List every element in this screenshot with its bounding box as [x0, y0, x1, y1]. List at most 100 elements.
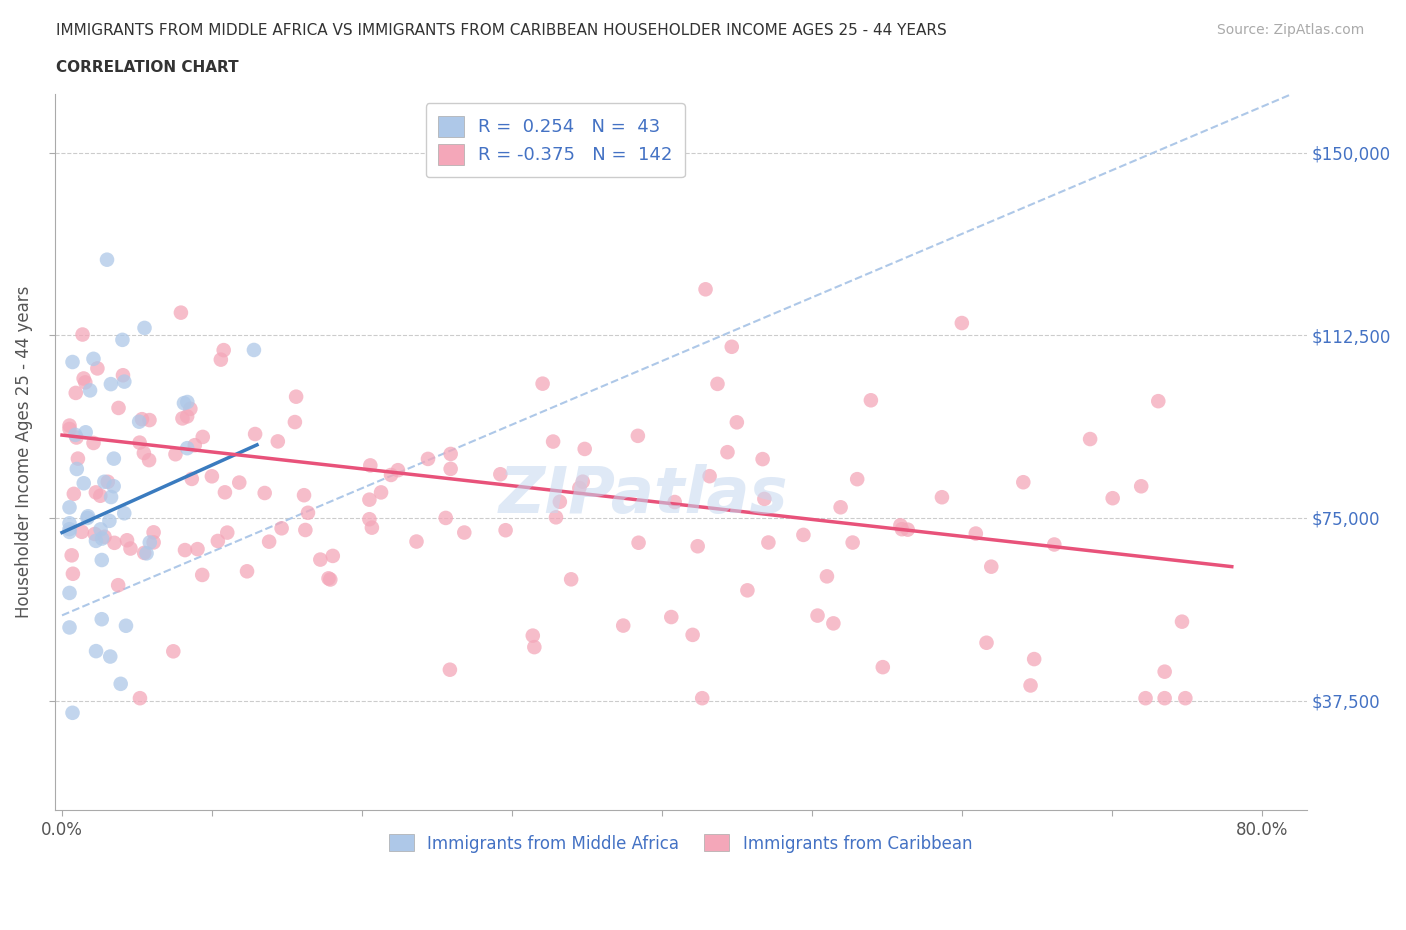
- Point: [100, 377, 122, 392]
- Point: [66, 461, 89, 476]
- Point: [170, 305, 193, 320]
- Point: [361, 520, 384, 535]
- Point: [79, 383, 101, 398]
- Point: [859, 392, 882, 407]
- Point: [1135, 691, 1157, 706]
- Point: [176, 441, 198, 456]
- Point: [180, 472, 202, 486]
- Point: [416, 451, 439, 466]
- Point: [318, 571, 340, 586]
- Point: [212, 342, 235, 357]
- Point: [96, 252, 118, 267]
- Point: [90, 612, 112, 627]
- Point: [453, 525, 475, 540]
- Point: [173, 396, 195, 411]
- Point: [128, 435, 150, 450]
- Point: [62, 566, 84, 581]
- Point: [93, 529, 115, 544]
- Point: [571, 474, 593, 489]
- Point: [165, 446, 187, 461]
- Point: [699, 469, 721, 484]
- Point: [872, 659, 894, 674]
- Point: [359, 492, 381, 507]
- Point: [107, 401, 129, 416]
- Point: [1078, 432, 1101, 446]
- Point: [1153, 664, 1175, 679]
- Point: [1174, 691, 1197, 706]
- Point: [191, 567, 214, 582]
- Point: [1043, 537, 1066, 551]
- Point: [89, 488, 111, 503]
- Point: [58, 586, 80, 601]
- Point: [758, 535, 780, 550]
- Point: [103, 479, 125, 494]
- Text: ZIPatlas: ZIPatlas: [498, 464, 787, 526]
- Point: [359, 458, 381, 472]
- Point: [93, 474, 115, 489]
- Point: [1171, 614, 1194, 629]
- Point: [91, 531, 114, 546]
- Point: [292, 487, 315, 502]
- Point: [359, 512, 381, 526]
- Point: [319, 572, 342, 587]
- Point: [1019, 678, 1042, 693]
- Point: [754, 491, 776, 506]
- Point: [792, 527, 814, 542]
- Point: [112, 374, 135, 389]
- Point: [98, 513, 121, 528]
- Point: [815, 569, 838, 584]
- Point: [112, 506, 135, 521]
- Point: [405, 534, 427, 549]
- Point: [267, 434, 290, 449]
- Point: [720, 339, 742, 354]
- Point: [387, 463, 409, 478]
- Point: [70, 525, 93, 539]
- Point: [83, 526, 105, 541]
- Point: [751, 452, 773, 467]
- Point: [73, 476, 96, 491]
- Point: [209, 352, 232, 367]
- Point: [716, 445, 738, 459]
- Point: [489, 467, 512, 482]
- Point: [531, 377, 554, 392]
- Point: [1153, 691, 1175, 706]
- Point: [270, 521, 292, 536]
- Point: [97, 474, 120, 489]
- Point: [439, 662, 461, 677]
- Point: [62, 705, 84, 720]
- Point: [75, 425, 97, 440]
- Point: [931, 490, 953, 505]
- Point: [706, 377, 728, 392]
- Point: [176, 394, 198, 409]
- Point: [285, 390, 308, 405]
- Point: [1012, 475, 1035, 490]
- Point: [58, 418, 80, 433]
- Point: [440, 446, 463, 461]
- Point: [686, 538, 709, 553]
- Point: [217, 525, 239, 540]
- Point: [682, 628, 704, 643]
- Point: [179, 402, 201, 417]
- Point: [120, 541, 142, 556]
- Point: [103, 451, 125, 466]
- Point: [1024, 652, 1046, 667]
- Point: [111, 367, 134, 382]
- Point: [522, 628, 544, 643]
- Point: [627, 429, 650, 444]
- Point: [142, 525, 165, 539]
- Point: [201, 469, 224, 484]
- Point: [58, 522, 80, 537]
- Point: [110, 676, 132, 691]
- Point: [98, 649, 121, 664]
- Point: [1130, 479, 1153, 494]
- Point: [568, 481, 591, 496]
- Point: [115, 618, 138, 633]
- Point: [890, 522, 912, 537]
- Point: [58, 500, 80, 515]
- Point: [58, 525, 80, 539]
- Point: [806, 608, 828, 623]
- Point: [830, 499, 852, 514]
- Point: [664, 495, 686, 510]
- Point: [370, 485, 392, 499]
- Point: [115, 533, 138, 548]
